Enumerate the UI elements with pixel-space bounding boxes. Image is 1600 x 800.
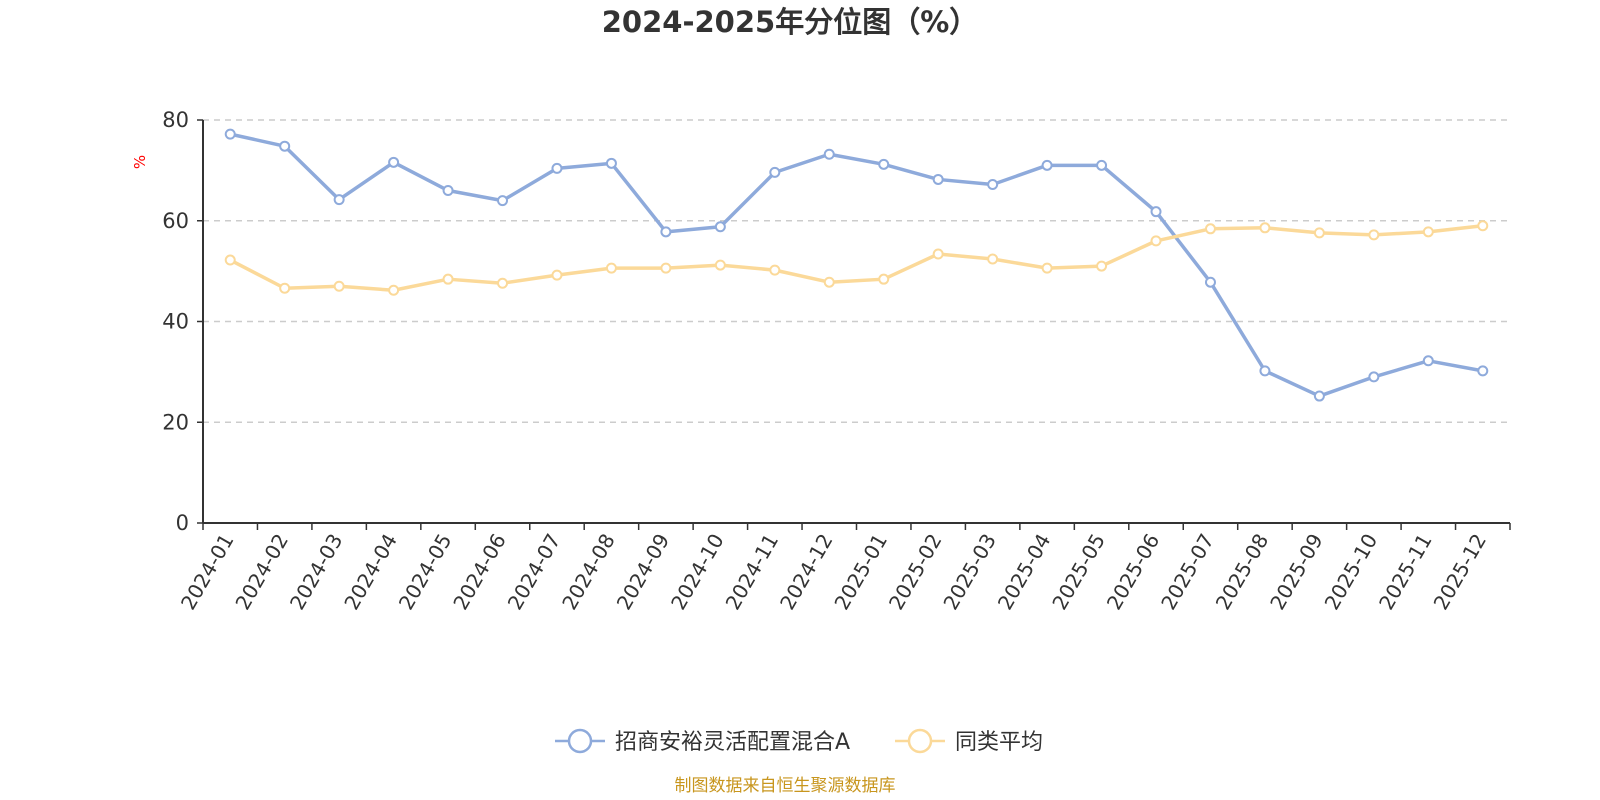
- data-point: [1313, 390, 1325, 402]
- x-tick-label: 2025-07: [1156, 530, 1219, 614]
- data-point: [1096, 260, 1108, 272]
- series-1: [224, 128, 1489, 402]
- data-point: [1259, 365, 1271, 377]
- data-point: [1477, 220, 1489, 232]
- x-tick-label: 2024-06: [448, 530, 511, 614]
- data-point: [388, 156, 400, 168]
- data-point: [497, 277, 509, 289]
- legend-label: 招商安裕灵活配置混合A: [615, 730, 850, 755]
- data-point: [1150, 235, 1162, 247]
- legend-label: 同类平均: [955, 730, 1043, 755]
- data-point: [279, 140, 291, 152]
- x-tick-label: 2025-01: [829, 530, 892, 614]
- data-point: [769, 166, 781, 178]
- data-point: [1368, 371, 1380, 383]
- data-point: [932, 173, 944, 185]
- data-point: [660, 262, 672, 274]
- data-point: [878, 273, 890, 285]
- data-point: [442, 273, 454, 285]
- x-tick-label: 2024-03: [285, 530, 348, 614]
- data-point: [1477, 365, 1489, 377]
- y-tick-label: 0: [176, 511, 189, 535]
- data-point: [224, 254, 236, 266]
- x-tick-label: 2024-01: [176, 530, 239, 614]
- data-point: [1204, 223, 1216, 235]
- data-point: [333, 194, 345, 206]
- legend-item-2[interactable]: 同类平均: [895, 728, 1043, 755]
- y-tick-label: 80: [162, 108, 189, 132]
- data-point: [1259, 222, 1271, 234]
- x-tick-label: 2024-04: [339, 530, 402, 614]
- x-tick-label: 2025-05: [1047, 530, 1110, 614]
- data-point: [714, 221, 726, 233]
- data-point: [1422, 355, 1434, 367]
- source-note: 制图数据来自恒生聚源数据库: [675, 776, 896, 796]
- x-tick-label: 2025-09: [1265, 530, 1328, 614]
- legend-item-1[interactable]: 招商安裕灵活配置混合A: [555, 728, 850, 755]
- data-point: [551, 269, 563, 281]
- x-tick-label: 2025-06: [1102, 530, 1165, 614]
- data-point: [987, 178, 999, 190]
- y-tick-label: 60: [162, 209, 189, 233]
- x-tick-label: 2025-08: [1211, 530, 1274, 614]
- data-point: [769, 264, 781, 276]
- data-point: [551, 162, 563, 174]
- y-axis-ticks: 0 20 40 60 80: [162, 108, 203, 535]
- data-point: [1313, 227, 1325, 239]
- x-tick-label: 2024-10: [666, 530, 729, 614]
- x-tick-label: 2024-09: [612, 530, 675, 614]
- x-tick-label: 2025-11: [1374, 530, 1437, 614]
- data-point: [1041, 159, 1053, 171]
- x-tick-label: 2024-02: [230, 530, 293, 614]
- data-point: [987, 253, 999, 265]
- x-tick-label: 2025-12: [1429, 530, 1492, 614]
- series-2: [224, 220, 1489, 296]
- data-point: [1368, 229, 1380, 241]
- data-point: [1150, 206, 1162, 218]
- legend[interactable]: 招商安裕灵活配置混合A 同类平均: [555, 728, 1043, 755]
- data-point: [605, 157, 617, 169]
- data-point: [442, 185, 454, 197]
- series-line: [229, 224, 1483, 293]
- grid-lines: [203, 119, 1510, 423]
- legend-marker: [907, 728, 933, 754]
- data-point: [1422, 226, 1434, 238]
- data-point: [823, 148, 835, 160]
- legend-marker: [567, 728, 593, 754]
- series-line: [229, 132, 1484, 398]
- x-tick-label: 2025-02: [884, 530, 947, 614]
- data-point: [279, 282, 291, 294]
- x-tick-label: 2024-05: [394, 530, 457, 614]
- x-tick-label: 2024-12: [775, 530, 838, 614]
- y-tick-label: 40: [162, 310, 189, 334]
- x-tick-label: 2024-07: [503, 530, 566, 614]
- data-point: [333, 280, 345, 292]
- series-layer: [224, 128, 1489, 402]
- chart-title: 2024-2025年分位图（%）: [602, 5, 979, 39]
- x-axis-ticks: 2024-012024-022024-032024-042024-052024-…: [176, 523, 1511, 614]
- y-axis-unit-label: %: [131, 155, 149, 169]
- data-point: [714, 259, 726, 271]
- data-point: [878, 158, 890, 170]
- x-tick-label: 2025-03: [938, 529, 1001, 613]
- data-point: [660, 226, 672, 238]
- y-tick-label: 20: [162, 410, 189, 434]
- data-point: [823, 276, 835, 288]
- data-point: [605, 262, 617, 274]
- data-point: [1204, 276, 1216, 288]
- data-point: [497, 195, 509, 207]
- data-point: [388, 284, 400, 296]
- data-point: [1096, 159, 1108, 171]
- x-tick-label: 2025-10: [1320, 530, 1383, 614]
- data-point: [932, 248, 944, 260]
- x-tick-label: 2024-11: [721, 530, 784, 614]
- x-tick-label: 2024-08: [557, 530, 620, 614]
- data-point: [1041, 262, 1053, 274]
- data-point: [224, 128, 236, 140]
- x-tick-label: 2025-04: [993, 530, 1056, 614]
